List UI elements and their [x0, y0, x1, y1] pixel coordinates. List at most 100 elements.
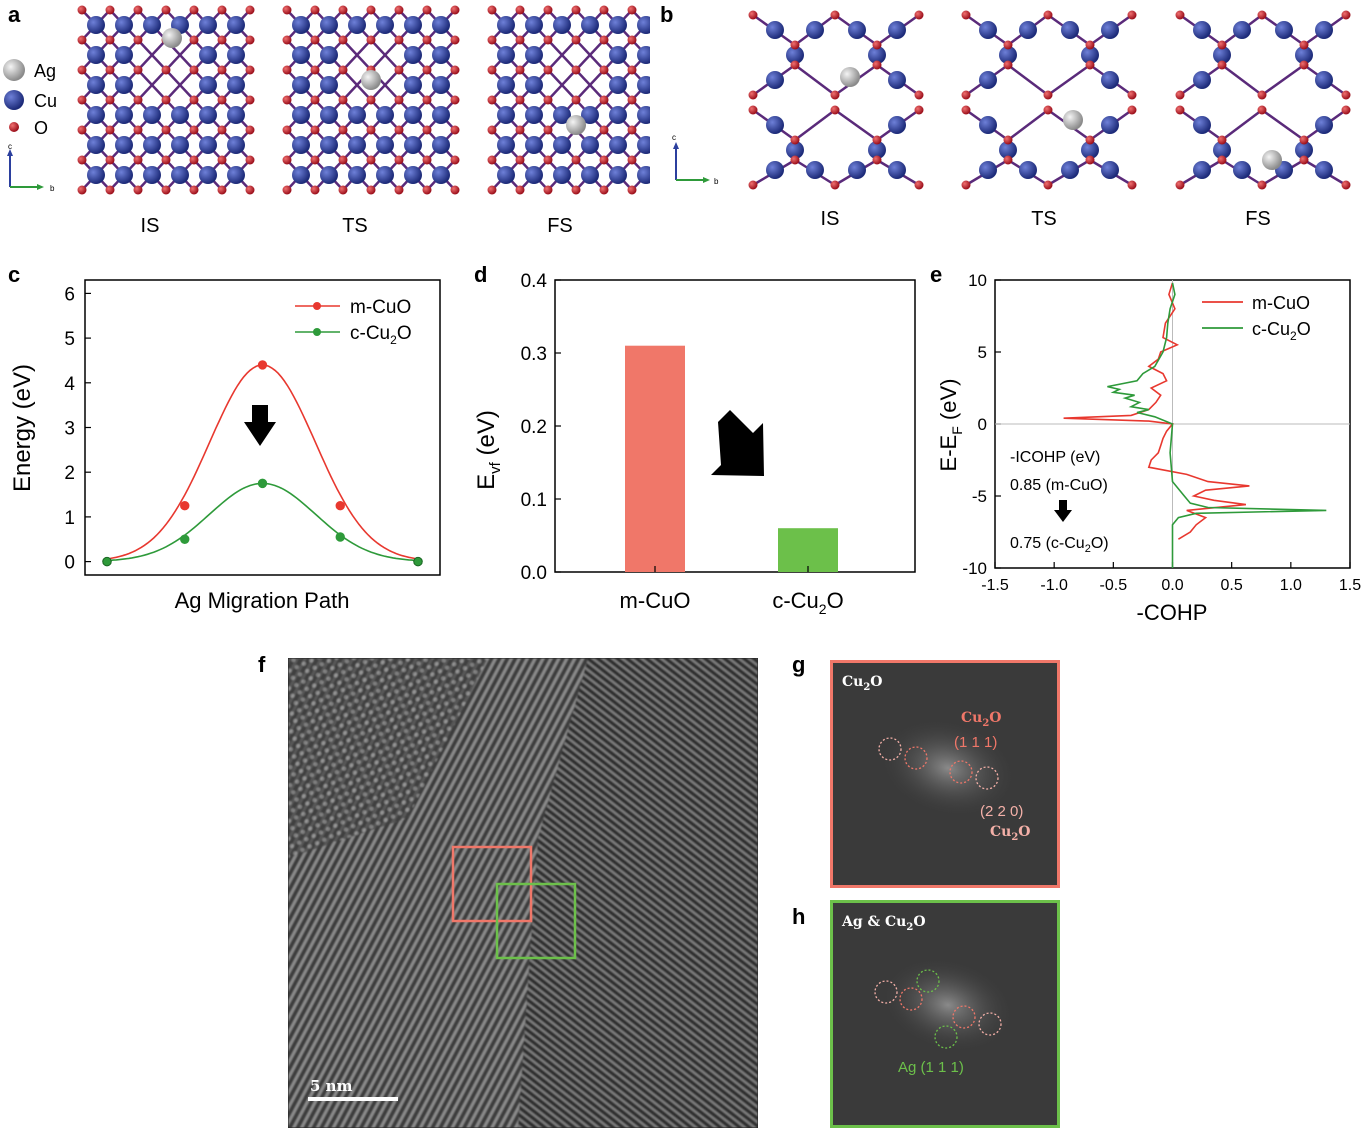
decrease-arrow-icon: [1054, 500, 1072, 522]
legend-marker-ccu2o: [313, 328, 321, 336]
panel-d-chart: 0.0 0.1 0.2 0.3 0.4 Evf (eV) m-CuO c-Cu2O: [473, 271, 916, 617]
y-tick-label: 6: [64, 284, 75, 305]
fft-title: Cu2O: [842, 674, 883, 693]
hrtem-image: 5 nm: [288, 658, 758, 1128]
y-tick-label: -5: [972, 487, 987, 506]
y-axis-label: Evf (eV): [473, 410, 504, 490]
spot1-hkl-label: (1 1 1): [954, 734, 997, 751]
spot2-phase-label: Cu2O: [990, 824, 1031, 843]
panel-a-fs-label: FS: [547, 215, 573, 237]
legend-o-label: O: [34, 118, 48, 138]
diffraction-spot: [934, 1025, 958, 1049]
axis-b-label: b: [714, 177, 719, 186]
x-tick-label: -1.5: [981, 577, 1009, 594]
x-axis-label: -COHP: [1137, 600, 1208, 625]
y-tick-label: 0.3: [521, 344, 547, 365]
x-tick-label: 0.0: [1161, 577, 1183, 594]
y-tick-label: 4: [64, 374, 75, 395]
data-point: [180, 534, 190, 544]
o-atom-icon: [9, 122, 19, 132]
series-line: [106, 364, 419, 560]
scale-bar-label: 5 nm: [310, 1077, 353, 1095]
diffraction-spot: [878, 737, 902, 761]
diffraction-spot: [916, 969, 940, 993]
fft-panel-cu2o: Cu2O Cu2O (1 1 1) (2 2 0) Cu2O: [830, 660, 1060, 888]
legend-marker-mcuo: [313, 302, 321, 310]
bar: [625, 345, 685, 572]
legend-label-ccu2o: c-Cu2O: [350, 323, 412, 347]
axis-c-label: c: [8, 142, 12, 151]
icohp-title: -ICOHP (eV): [1010, 449, 1100, 466]
x-tick-label: -0.5: [1100, 577, 1128, 594]
legend-cu-label: Cu: [34, 91, 57, 111]
panel-label-b: b: [660, 2, 674, 27]
y-tick-label: 0: [978, 415, 987, 434]
legend-label-ccu2o: c-Cu2O: [1252, 319, 1311, 343]
decrease-arrow-icon: [244, 405, 276, 446]
panel-label-h: h: [792, 904, 806, 929]
diffraction-spot: [899, 987, 923, 1011]
y-tick-label: 1: [64, 508, 75, 529]
panel-label-g: g: [792, 652, 806, 677]
panel-e-chart: -1.5 -1.0 -0.5 0.0 0.5 1.0 1.5 10 5 0 -5 -10 E-EF (…: [936, 271, 1361, 625]
cu-atom-icon: [4, 90, 24, 110]
panel-b-ts-label: TS: [1031, 208, 1057, 230]
series-line: [1107, 282, 1327, 568]
category-label-ccu2o: c-Cu2O: [772, 588, 843, 617]
panel-b-is-label: IS: [820, 208, 840, 230]
x-tick-label: -1.0: [1040, 577, 1068, 594]
fft-panel-ag-cu2o: Ag & Cu2O Ag (1 1 1): [830, 900, 1060, 1128]
x-tick-label: 0.5: [1221, 577, 1243, 594]
diffraction-spot: [952, 1005, 976, 1029]
y-tick-label: 10: [968, 271, 987, 290]
series-line: [1063, 282, 1250, 540]
y-tick-label: 2: [64, 463, 75, 484]
ag-atom-icon: [3, 59, 25, 81]
panel-c-chart: 0 1 2 3 4 5 6 Energy (eV) Ag Migration Path m-…: [9, 279, 441, 613]
spot1-phase-label: Cu2O: [961, 710, 1002, 729]
ag-spot-label: Ag (1 1 1): [898, 1059, 964, 1076]
diffraction-spot: [949, 760, 973, 784]
diffraction-spot: [975, 766, 999, 790]
diffraction-spot: [874, 980, 898, 1004]
y-tick-label: 5: [978, 343, 987, 362]
data-point: [335, 501, 345, 511]
legend-ag-label: Ag: [34, 61, 56, 81]
y-tick-label: 0.1: [521, 490, 547, 511]
y-axis-label: E-EF (eV): [936, 379, 965, 472]
legend-label-mcuo: m-CuO: [350, 297, 411, 318]
panel-label-c: c: [8, 262, 21, 287]
panel-a-structures: [77, 5, 650, 195]
y-tick-label: 0.2: [521, 417, 547, 438]
data-point: [335, 532, 345, 542]
fft-region-box-green: [495, 882, 577, 960]
y-axis-label: Energy (eV): [9, 364, 36, 492]
decrease-arrow-icon: [711, 410, 764, 476]
category-label-mcuo: m-CuO: [620, 588, 691, 613]
legend-label-mcuo: m-CuO: [1252, 293, 1310, 313]
panel-label-d: d: [474, 262, 488, 287]
panel-label-a: a: [8, 2, 21, 27]
panel-label-e: e: [930, 262, 943, 287]
spot2-hkl-label: (2 2 0): [980, 803, 1023, 820]
atom-legend: Ag Cu O c b: [3, 59, 57, 193]
data-point: [180, 501, 190, 511]
data-point: [413, 556, 423, 567]
panel-a-is-label: IS: [140, 215, 160, 237]
data-point: [257, 478, 268, 489]
y-tick-label: 0.4: [521, 271, 548, 292]
panel-b-axes-triad: c b: [672, 133, 719, 186]
data-point: [257, 360, 268, 370]
diffraction-spot: [904, 746, 928, 770]
y-tick-label: 5: [64, 329, 75, 350]
diffraction-spot: [978, 1012, 1002, 1036]
y-tick-label: -10: [962, 559, 987, 578]
axis-b-label: b: [50, 184, 55, 193]
x-tick-label: 1.5: [1339, 577, 1361, 594]
y-tick-label: 0.0: [521, 563, 547, 584]
x-tick-label: 1.0: [1280, 577, 1302, 594]
x-axis-label: Ag Migration Path: [175, 588, 350, 613]
bar: [778, 528, 838, 572]
panel-label-f: f: [258, 652, 266, 677]
axis-c-label: c: [672, 133, 676, 142]
